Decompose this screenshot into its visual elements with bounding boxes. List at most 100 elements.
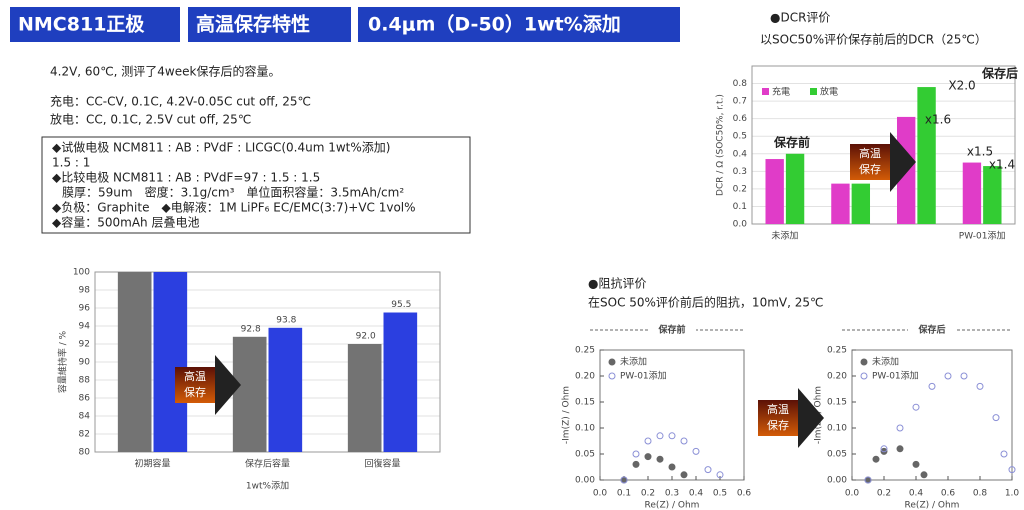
y-tick-label: 0.2 (733, 184, 747, 194)
point (1008, 466, 1016, 474)
spec-line: ◆比较电极 NCM811 : AB : PVdF=97 : 1.5 : 1.5 (52, 170, 320, 185)
bar (831, 183, 850, 224)
spec-box (41, 136, 471, 234)
bar (117, 272, 152, 452)
y-tick-label: 0.10 (575, 424, 595, 434)
heat-fire (175, 367, 215, 403)
y-tick-label: 0.8 (733, 79, 748, 89)
legend-label: 放電 (820, 86, 838, 98)
tag-box (358, 7, 680, 42)
x-tick-label: 0.6 (941, 489, 956, 499)
point (864, 476, 872, 484)
legend-marker (860, 358, 868, 366)
bar (268, 327, 303, 452)
x-tick-label: 0.5 (713, 489, 727, 499)
y-tick-label: 0.05 (575, 450, 595, 460)
point (716, 471, 724, 479)
heat-text: 保存 (859, 162, 881, 176)
y-axis-label: DCR / Ω (SOC50%, r.t.) (716, 94, 726, 196)
x-tick-label: 0.6 (737, 489, 752, 499)
y-tick-label: 0.1 (733, 202, 747, 212)
legend-swatch (762, 88, 769, 95)
y-tick-label: 0.00 (575, 476, 595, 486)
y-tick-label: 0.20 (575, 372, 595, 382)
chart-title: 保存前 (657, 324, 685, 336)
point (680, 437, 688, 445)
tag: 高温保存特性 (196, 13, 310, 36)
bar (851, 183, 871, 224)
legend-label: 未添加 (872, 356, 899, 368)
y-tick-label: 84 (79, 412, 91, 422)
tag: NMC811正极 (18, 13, 145, 36)
point (668, 463, 676, 471)
x-axis-label: Re(Z) / Ohm (905, 501, 960, 510)
legend-label: 未添加 (620, 356, 647, 368)
heat-text: 高温 (184, 369, 206, 383)
legend-marker (608, 372, 616, 380)
point (1000, 450, 1008, 458)
y-tick-label: 0.25 (575, 346, 595, 356)
point (944, 372, 952, 380)
point (880, 445, 888, 453)
x-tick-label: 0.0 (593, 489, 608, 499)
point (872, 455, 880, 463)
point (992, 414, 1000, 422)
y-tick-label: 0.4 (733, 149, 748, 159)
legend-swatch (810, 88, 817, 95)
y-tick-label: 90 (79, 358, 91, 368)
point (632, 450, 640, 458)
annotation: X2.0 (948, 79, 975, 93)
y-tick-label: 92 (79, 340, 90, 350)
heat-text: 高温 (859, 146, 881, 160)
point (960, 372, 968, 380)
point (704, 466, 712, 474)
bar (785, 153, 805, 224)
x-tick-label: 1.0 (1005, 489, 1020, 499)
value-label: 92.8 (241, 324, 261, 334)
y-axis-label: 容量維持率 / % (57, 330, 69, 393)
y-tick-label: 82 (79, 430, 90, 440)
y-tick-label: 0.7 (733, 97, 747, 107)
point (928, 382, 936, 390)
bar (962, 162, 982, 224)
y-tick-label: 0.05 (827, 450, 847, 460)
plot-frame (851, 349, 1013, 481)
annotation: x1.6 (925, 113, 951, 127)
plot-frame (751, 65, 1016, 225)
spec-line: 1.5 : 1 (52, 156, 90, 170)
point (976, 382, 984, 390)
tag-box (188, 7, 351, 42)
legend-label: PW-01添加 (872, 371, 919, 382)
header-bg (908, 322, 956, 338)
tag-box (10, 7, 180, 42)
y-tick-label: 80 (79, 448, 91, 458)
x-axis-label: 1wt%添加 (246, 481, 289, 492)
y-tick-label: 0.15 (827, 398, 847, 408)
x-tick-label: 0.2 (877, 489, 891, 499)
plot-frame (94, 271, 441, 453)
point (896, 445, 904, 453)
note: 4.2V, 60℃, 测评了4week保存后的容量。 (50, 64, 280, 79)
point (920, 471, 928, 479)
y-tick-label: 86 (79, 394, 91, 404)
x-tick-label: 初期容量 (134, 458, 170, 470)
x-tick-label: 未添加 (771, 230, 798, 242)
point (656, 455, 664, 463)
bar (347, 344, 382, 452)
y-tick-label: 98 (79, 286, 91, 296)
annotation: 保存后 (981, 66, 1018, 81)
point (644, 453, 652, 461)
x-tick-label: 回復容量 (364, 458, 400, 470)
y-tick-label: 0.20 (827, 372, 847, 382)
x-tick-label: 0.0 (845, 489, 860, 499)
point (644, 437, 652, 445)
x-tick-label: 保存后容量 (245, 458, 290, 470)
y-tick-label: 94 (79, 322, 91, 332)
x-tick-label: 0.4 (689, 489, 704, 499)
y-tick-label: 0.25 (827, 346, 847, 356)
point (632, 460, 640, 468)
value-label: 93.8 (276, 315, 296, 325)
annotation: 保存前 (773, 135, 810, 150)
x-tick-label: 0.4 (909, 489, 924, 499)
